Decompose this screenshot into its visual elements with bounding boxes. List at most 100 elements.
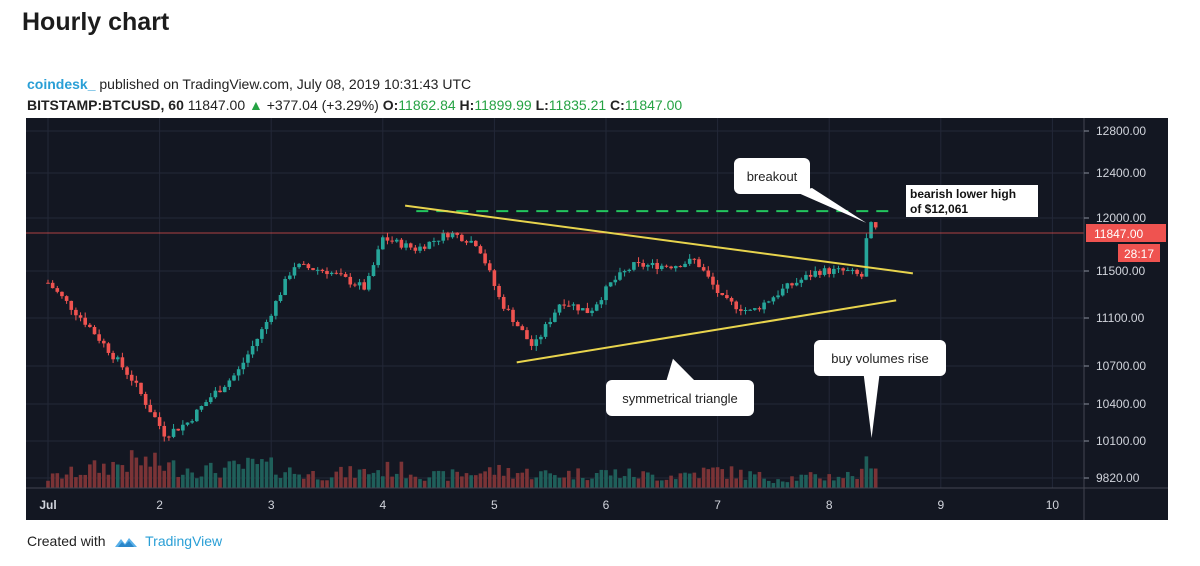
price-chart[interactable]: 12800.00 12400.00 12000.00 11500.00 11100.00… — [26, 118, 1168, 520]
volume-callout-pointer — [863, 374, 880, 438]
candle-body — [525, 330, 529, 340]
volume-bar — [567, 470, 571, 488]
candle-body — [306, 264, 311, 269]
volume-bar — [292, 473, 297, 488]
candle-body — [743, 310, 748, 312]
volume-bar — [320, 480, 325, 488]
candle-body — [859, 273, 864, 277]
volume-bar — [836, 476, 841, 488]
volume-bar — [799, 474, 804, 488]
countdown-badge — [1118, 244, 1160, 262]
volume-bar — [715, 467, 720, 488]
volume-bar — [729, 466, 734, 488]
candle-body — [320, 269, 325, 271]
candle-body — [134, 380, 139, 383]
created-with-text: Created with — [27, 533, 106, 549]
candle-body — [92, 326, 97, 335]
triangle-lower-line[interactable] — [516, 299, 897, 364]
triangle-callout-text: symmetrical triangle — [622, 391, 738, 406]
candle-body — [171, 428, 176, 437]
candle-body — [622, 271, 627, 273]
volume-bar — [185, 468, 190, 488]
breakout-callout[interactable]: breakout — [734, 158, 867, 223]
volume-bar — [869, 468, 873, 488]
candle-body — [64, 296, 69, 301]
chart-svg[interactable]: 12800.00 12400.00 12000.00 11500.00 11100.00… — [26, 118, 1168, 520]
x-tick-label: 8 — [826, 498, 833, 512]
candle-body — [139, 382, 143, 395]
candle-body — [288, 275, 292, 279]
candle-body — [590, 310, 594, 314]
volume-callout-text: buy volumes rise — [831, 351, 929, 366]
volume-bar — [167, 462, 171, 488]
volume-bar — [97, 472, 101, 488]
volume-bar — [195, 478, 199, 488]
candle-body — [74, 309, 78, 316]
volume-bar — [222, 467, 227, 488]
volume-bar — [562, 477, 566, 488]
volume-bar — [604, 470, 608, 488]
candle-body — [227, 380, 232, 387]
triangle-callout[interactable]: symmetrical triangle — [606, 358, 754, 416]
volume-bar — [706, 469, 711, 488]
volume-bar — [483, 471, 487, 488]
volume-bar — [171, 460, 176, 488]
candle-body — [701, 267, 706, 271]
candle-body — [450, 232, 455, 238]
candle-body — [181, 424, 185, 431]
volume-bar — [78, 474, 83, 488]
candle-body — [497, 285, 501, 297]
volume-bar — [543, 470, 548, 488]
candle-body — [487, 263, 492, 271]
candle-body — [264, 321, 269, 330]
candle-body — [855, 269, 859, 274]
open-value: 11862.84 — [398, 97, 456, 113]
tradingview-link[interactable]: TradingView — [145, 533, 223, 549]
candle-body — [292, 267, 297, 276]
candle-body — [627, 269, 632, 272]
candle-body — [604, 286, 608, 301]
volume-bar — [455, 471, 459, 488]
volume-bar — [818, 478, 822, 488]
candle-body — [567, 305, 571, 307]
volume-bar — [432, 471, 436, 488]
volume-callout[interactable]: buy volumes rise — [814, 340, 946, 438]
candle-body — [408, 243, 413, 248]
candle-body — [50, 282, 55, 289]
candle-body — [436, 240, 441, 242]
candle-body — [385, 237, 390, 241]
volume-bar — [390, 476, 394, 488]
candle-body — [185, 422, 190, 425]
candle-body — [799, 279, 804, 283]
candle-body — [725, 295, 729, 299]
volume-bar — [111, 461, 115, 488]
volume-bar — [571, 479, 576, 488]
candle-body — [232, 375, 236, 381]
volume-bar — [306, 474, 311, 488]
volume-bar — [297, 474, 301, 488]
candle-body — [753, 308, 757, 310]
candle-body — [632, 262, 636, 270]
volume-bar — [162, 470, 167, 488]
candle-body — [576, 304, 580, 311]
candle-body — [711, 276, 715, 285]
volume-bar — [55, 473, 60, 488]
lower-high-line2: of $12,061 — [910, 202, 968, 216]
candle-body — [585, 308, 590, 314]
volume-bar — [557, 477, 562, 488]
candle-body — [608, 282, 613, 287]
volume-bar — [687, 473, 692, 488]
candle-body — [390, 240, 394, 242]
volume-bar — [673, 479, 678, 488]
volume-bar — [255, 464, 260, 488]
volume-bar — [627, 468, 632, 488]
author-link[interactable]: coindesk_ — [27, 76, 96, 92]
volume-bar — [850, 476, 855, 488]
volume-bar — [474, 475, 478, 488]
candle-body — [162, 425, 167, 437]
volume-bar — [501, 475, 506, 488]
volume-bar — [399, 461, 404, 488]
candle-body — [208, 397, 213, 403]
triangle-upper-line[interactable] — [404, 204, 914, 275]
